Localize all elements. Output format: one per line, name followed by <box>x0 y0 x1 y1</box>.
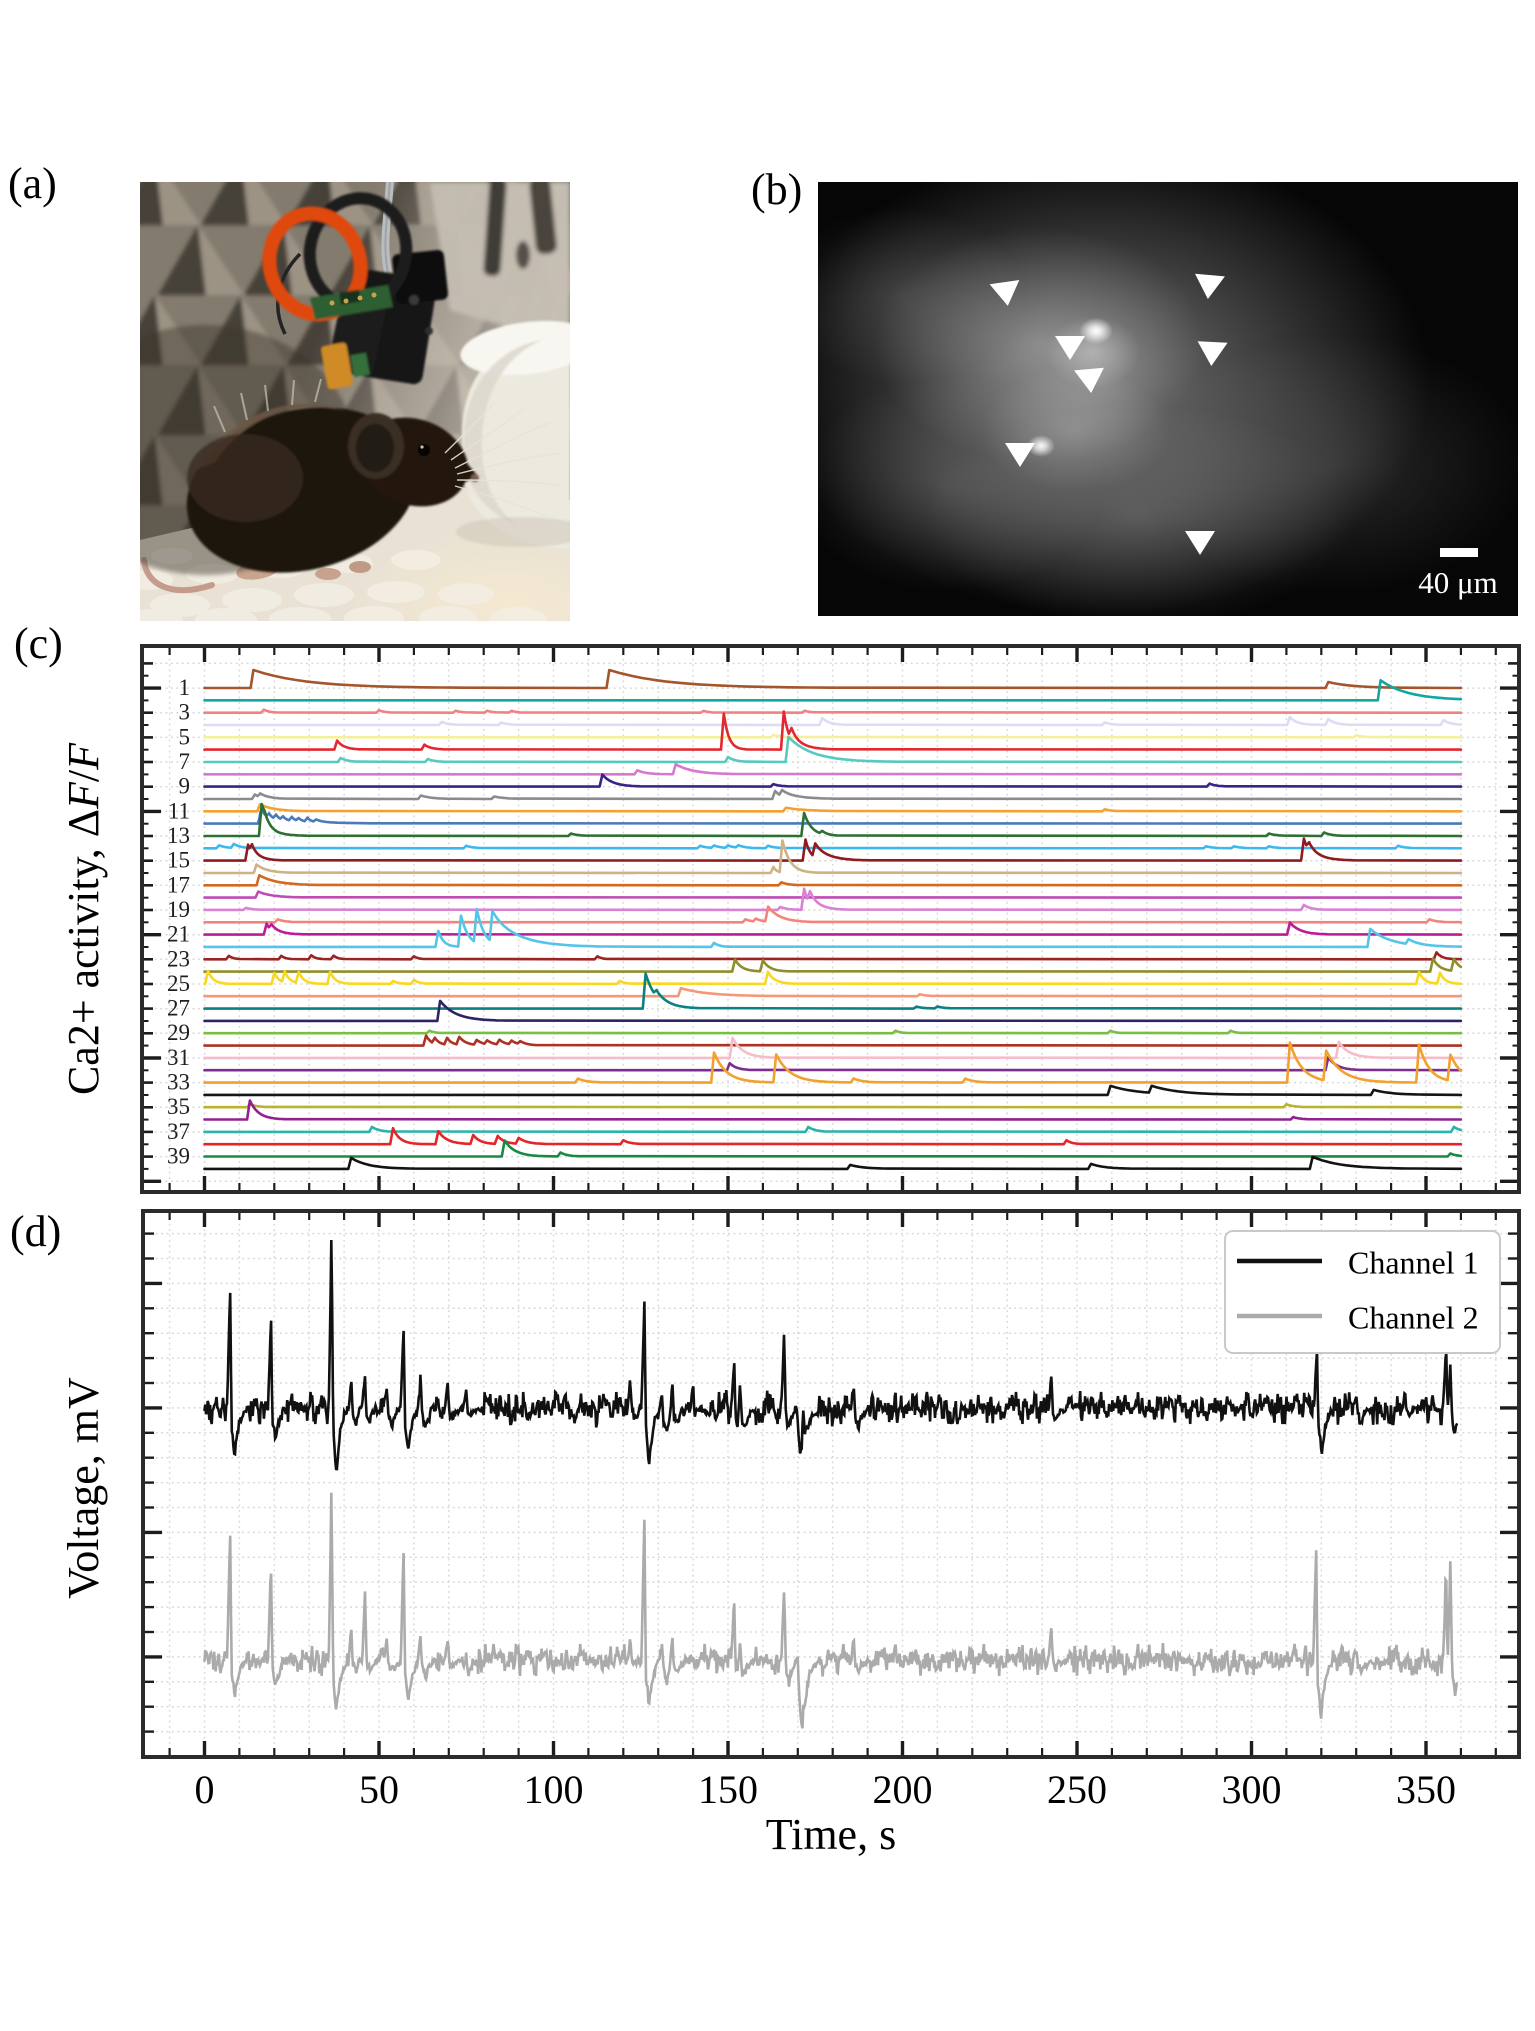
svg-text:150: 150 <box>698 1767 758 1812</box>
svg-text:40 μm: 40 μm <box>1418 565 1497 600</box>
svg-text:9: 9 <box>179 774 191 799</box>
svg-text:0: 0 <box>195 1767 215 1812</box>
svg-text:7: 7 <box>179 749 191 774</box>
svg-text:39: 39 <box>167 1144 190 1169</box>
svg-text:3: 3 <box>179 700 191 725</box>
svg-text:33: 33 <box>167 1070 190 1095</box>
svg-text:1: 1 <box>179 675 191 700</box>
svg-text:23: 23 <box>167 946 190 971</box>
svg-text:17: 17 <box>167 872 190 897</box>
svg-text:15: 15 <box>167 848 190 873</box>
svg-text:13: 13 <box>167 823 190 848</box>
svg-text:35: 35 <box>167 1094 190 1119</box>
svg-text:350: 350 <box>1396 1767 1456 1812</box>
svg-text:(d): (d) <box>10 1207 61 1256</box>
svg-text:250: 250 <box>1047 1767 1107 1812</box>
svg-text:Ca2+ activity, ΔF/F: Ca2+ activity, ΔF/F <box>59 742 108 1095</box>
svg-text:21: 21 <box>167 922 190 947</box>
svg-text:50: 50 <box>359 1767 399 1812</box>
svg-text:11: 11 <box>168 798 190 823</box>
svg-text:37: 37 <box>167 1119 190 1144</box>
svg-text:Voltage, mV: Voltage, mV <box>59 1377 108 1599</box>
svg-text:200: 200 <box>873 1767 933 1812</box>
svg-text:Channel 1: Channel 1 <box>1348 1245 1479 1281</box>
svg-text:300: 300 <box>1222 1767 1282 1812</box>
svg-text:Time, s: Time, s <box>766 1810 896 1859</box>
svg-text:(b): (b) <box>751 165 802 214</box>
svg-text:5: 5 <box>179 724 191 749</box>
svg-text:31: 31 <box>167 1045 190 1070</box>
svg-text:(a): (a) <box>8 159 57 208</box>
svg-text:25: 25 <box>167 971 190 996</box>
svg-text:29: 29 <box>167 1020 190 1045</box>
svg-text:Channel 2: Channel 2 <box>1348 1300 1479 1336</box>
svg-text:100: 100 <box>524 1767 584 1812</box>
svg-text:27: 27 <box>167 996 190 1021</box>
svg-text:(c): (c) <box>14 619 63 668</box>
svg-text:19: 19 <box>167 897 190 922</box>
